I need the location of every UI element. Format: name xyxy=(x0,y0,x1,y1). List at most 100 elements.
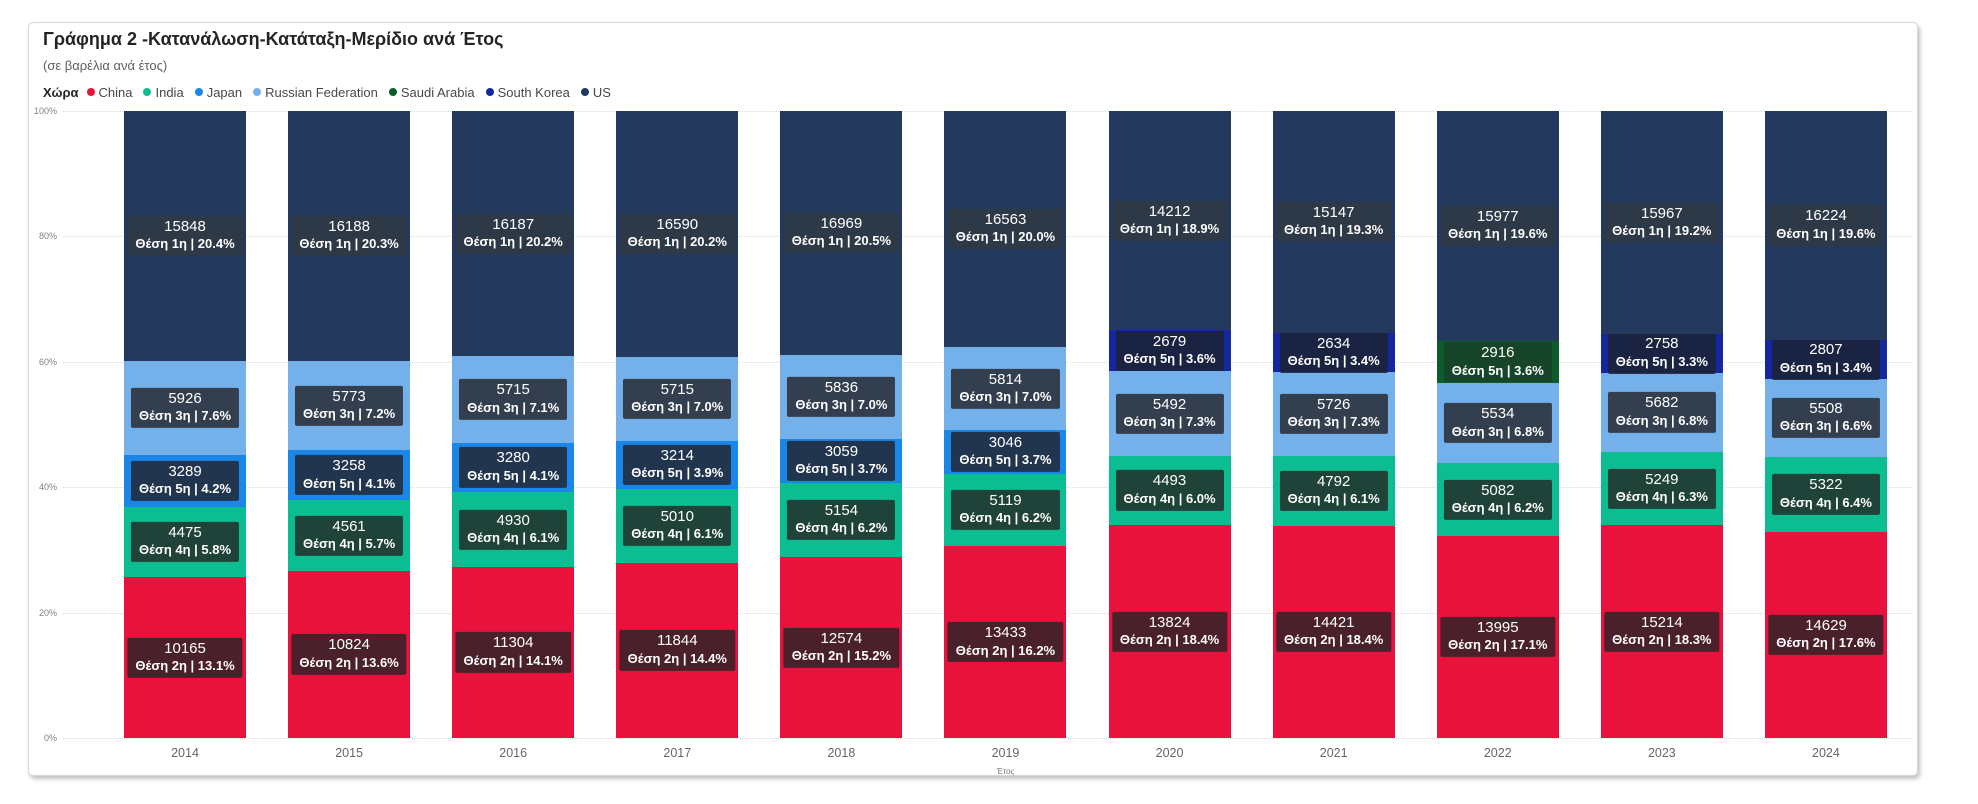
legend-item-us[interactable]: US xyxy=(580,85,611,100)
bar-segment-japan-2016[interactable]: 3280 Θέση 5η | 4.1% xyxy=(452,442,575,493)
bar-segment-india-2016[interactable]: 4930 Θέση 4η | 6.1% xyxy=(452,492,575,567)
segment-value: 5249 xyxy=(1645,470,1679,488)
legend-items: China India Japan Russian Federation Saudi A… xyxy=(86,84,622,100)
bar-2014: 10165 Θέση 2η | 13.1% 4475 Θέση 4η | 5.8% 32… xyxy=(124,111,246,738)
chart-subtitle: (σε βαρέλια ανά έτος) xyxy=(43,58,168,73)
bar-segment-us-2017[interactable]: 16590 Θέση 1η | 20.2% xyxy=(616,111,739,357)
bar-segment-china-2015[interactable]: 10824 Θέση 2η | 13.6% xyxy=(288,570,411,738)
bar-segment-china-2014[interactable]: 10165 Θέση 2η | 13.1% xyxy=(124,577,246,738)
bar-segment-russian-federation-2014[interactable]: 5926 Θέση 3η | 7.6% xyxy=(124,361,246,455)
segment-rank-share: Θέση 3η | 7.0% xyxy=(959,388,1052,404)
bar-segment-russian-federation-2016[interactable]: 5715 Θέση 3η | 7.1% xyxy=(452,356,575,443)
bar-segment-us-2015[interactable]: 16188 Θέση 1η | 20.3% xyxy=(288,111,411,361)
segment-value: 5715 xyxy=(496,381,530,399)
bar-segment-south-korea-2024[interactable]: 2807 Θέση 5η | 3.4% xyxy=(1764,339,1887,380)
segment-label: 10824 Θέση 2η | 13.6% xyxy=(291,634,407,675)
bar-segment-india-2022[interactable]: 5082 Θέση 4η | 6.2% xyxy=(1436,463,1559,537)
legend-item-saudi-arabia[interactable]: Saudi Arabia xyxy=(388,85,475,100)
bar-segment-us-2016[interactable]: 16187 Θέση 1η | 20.2% xyxy=(452,111,575,357)
bar-segment-japan-2018[interactable]: 3059 Θέση 5η | 3.7% xyxy=(780,439,903,484)
segment-value: 2916 xyxy=(1481,344,1515,362)
bar-segment-us-2020[interactable]: 14212 Θέση 1η | 18.9% xyxy=(1108,111,1231,330)
bar-segment-south-korea-2023[interactable]: 2758 Θέση 5η | 3.3% xyxy=(1600,333,1723,374)
bar-segment-us-2024[interactable]: 16224 Θέση 1η | 19.6% xyxy=(1764,111,1887,340)
bar-segment-us-2021[interactable]: 15147 Θέση 1η | 19.3% xyxy=(1272,111,1395,334)
bar-segment-russian-federation-2021[interactable]: 5726 Θέση 3η | 7.3% xyxy=(1272,371,1395,457)
segment-label: 15977 Θέση 1η | 19.6% xyxy=(1440,206,1556,247)
bar-segment-china-2018[interactable]: 12574 Θέση 2η | 15.2% xyxy=(780,557,903,738)
legend-item-label: South Korea xyxy=(497,84,570,100)
bar-segment-us-2018[interactable]: 16969 Θέση 1η | 20.5% xyxy=(780,111,903,356)
bar-segment-russian-federation-2015[interactable]: 5773 Θέση 3η | 7.2% xyxy=(288,361,411,451)
segment-label: 5534 Θέση 3η | 6.8% xyxy=(1443,403,1552,444)
bar-segment-russian-federation-2020[interactable]: 5492 Θέση 3η | 7.3% xyxy=(1108,371,1231,456)
bar-segment-russian-federation-2018[interactable]: 5836 Θέση 3η | 7.0% xyxy=(780,355,903,440)
bar-segment-china-2023[interactable]: 15214 Θέση 2η | 18.3% xyxy=(1600,525,1723,738)
bar-segment-india-2014[interactable]: 4475 Θέση 4η | 5.8% xyxy=(124,506,246,578)
bar-segment-japan-2017[interactable]: 3214 Θέση 5η | 3.9% xyxy=(616,441,739,489)
x-axis-labels: 2014 2015 2016 2017 2018 2019 2020 2021 2022 2023… xyxy=(124,746,1887,760)
bar-segment-india-2023[interactable]: 5249 Θέση 4η | 6.3% xyxy=(1600,452,1723,526)
bar-segment-india-2017[interactable]: 5010 Θέση 4η | 6.1% xyxy=(616,488,739,563)
segment-rank-share: Θέση 4η | 6.1% xyxy=(1287,491,1380,507)
bar-segment-india-2019[interactable]: 5119 Θέση 4η | 6.2% xyxy=(944,473,1067,547)
bar-segment-india-2024[interactable]: 5322 Θέση 4η | 6.4% xyxy=(1764,456,1887,532)
segment-value: 2807 xyxy=(1809,341,1843,359)
legend-item-south-korea[interactable]: South Korea xyxy=(485,84,570,100)
bar-segment-russian-federation-2024[interactable]: 5508 Θέση 3η | 6.6% xyxy=(1764,379,1887,457)
bar-segment-china-2019[interactable]: 13433 Θέση 2η | 16.2% xyxy=(944,546,1067,738)
bar-segment-russian-federation-2019[interactable]: 5814 Θέση 3η | 7.0% xyxy=(944,347,1067,431)
bar-segment-us-2023[interactable]: 15967 Θέση 1η | 19.2% xyxy=(1600,111,1723,335)
bar-2021: 14421 Θέση 2η | 18.4% 4792 Θέση 4η | 6.1% 57… xyxy=(1272,111,1395,738)
segment-value: 5082 xyxy=(1481,481,1515,499)
bar-segment-us-2019[interactable]: 16563 Θέση 1η | 20.0% xyxy=(944,111,1067,348)
bar-segment-china-2020[interactable]: 13824 Θέση 2η | 18.4% xyxy=(1108,525,1231,738)
segment-value: 15214 xyxy=(1640,613,1683,631)
bar-segment-japan-2015[interactable]: 3258 Θέση 5η | 4.1% xyxy=(288,450,411,501)
bar-segment-russian-federation-2017[interactable]: 5715 Θέση 3η | 7.0% xyxy=(616,356,739,442)
legend-dot-icon xyxy=(253,88,262,96)
x-axis-label-2019: 2019 xyxy=(991,746,1020,760)
legend-item-china[interactable]: China xyxy=(86,84,133,100)
bar-segment-india-2015[interactable]: 4561 Θέση 4η | 5.7% xyxy=(288,500,411,571)
segment-value: 10165 xyxy=(164,639,206,657)
x-axis-label-2020: 2020 xyxy=(1155,746,1184,760)
bar-2023: 15214 Θέση 2η | 18.3% 5249 Θέση 4η | 6.3% 56… xyxy=(1600,111,1723,738)
segment-label: 2758 Θέση 5η | 3.3% xyxy=(1607,333,1716,374)
x-axis-label-2018: 2018 xyxy=(827,746,856,760)
bar-segment-china-2016[interactable]: 11304 Θέση 2η | 14.1% xyxy=(452,566,575,738)
legend-item-russian-federation[interactable]: Russian Federation xyxy=(253,85,378,100)
segment-label: 3280 Θέση 5η | 4.1% xyxy=(459,447,568,488)
bar-segment-china-2024[interactable]: 14629 Θέση 2η | 17.6% xyxy=(1764,531,1887,738)
segment-label: 11844 Θέση 2η | 14.4% xyxy=(619,630,735,671)
bar-segment-china-2017[interactable]: 11844 Θέση 2η | 14.4% xyxy=(616,562,739,738)
bar-segment-south-korea-2021[interactable]: 2634 Θέση 5η | 3.4% xyxy=(1272,332,1395,373)
bar-segment-japan-2019[interactable]: 3046 Θέση 5η | 3.7% xyxy=(944,430,1067,474)
bar-segment-russian-federation-2022[interactable]: 5534 Θέση 3η | 6.8% xyxy=(1436,383,1559,464)
legend-item-japan[interactable]: Japan xyxy=(194,85,242,100)
segment-value: 16224 xyxy=(1805,207,1847,225)
segment-value: 13824 xyxy=(1148,613,1191,631)
legend-item-label: China xyxy=(98,84,133,100)
segment-value: 3214 xyxy=(660,446,694,464)
bar-segment-saudi-arabia-2022[interactable]: 2916 Θέση 5η | 3.6% xyxy=(1436,341,1559,384)
bar-segment-china-2022[interactable]: 13995 Θέση 2η | 17.1% xyxy=(1436,536,1559,738)
segment-rank-share: Θέση 2η | 13.6% xyxy=(299,654,399,670)
segment-label: 5715 Θέση 3η | 7.1% xyxy=(459,379,568,420)
bar-segment-us-2022[interactable]: 15977 Θέση 1η | 19.6% xyxy=(1436,111,1559,342)
bar-segment-russian-federation-2023[interactable]: 5682 Θέση 3η | 6.8% xyxy=(1600,372,1723,453)
bar-segment-india-2020[interactable]: 4493 Θέση 4η | 6.0% xyxy=(1108,455,1231,526)
y-axis-tick-label: 40% xyxy=(38,482,57,493)
legend-item-india[interactable]: India xyxy=(143,85,184,100)
legend-item-label: Russian Federation xyxy=(265,84,378,100)
bar-segment-japan-2014[interactable]: 3289 Θέση 5η | 4.2% xyxy=(124,454,246,507)
bar-segment-india-2021[interactable]: 4792 Θέση 4η | 6.1% xyxy=(1272,456,1395,527)
bar-segment-india-2018[interactable]: 5154 Θέση 4η | 6.2% xyxy=(780,483,903,558)
segment-rank-share: Θέση 2η | 18.4% xyxy=(1119,631,1220,647)
segment-rank-share: Θέση 5η | 3.7% xyxy=(959,452,1052,467)
bar-segment-south-korea-2020[interactable]: 2679 Θέση 5η | 3.6% xyxy=(1108,329,1231,372)
bar-segment-china-2021[interactable]: 14421 Θέση 2η | 18.4% xyxy=(1272,526,1395,738)
bar-segment-us-2014[interactable]: 15848 Θέση 1η | 20.4% xyxy=(124,111,246,362)
x-axis-label-2021: 2021 xyxy=(1319,746,1348,760)
segment-label: 16590 Θέση 1η | 20.2% xyxy=(619,213,735,254)
